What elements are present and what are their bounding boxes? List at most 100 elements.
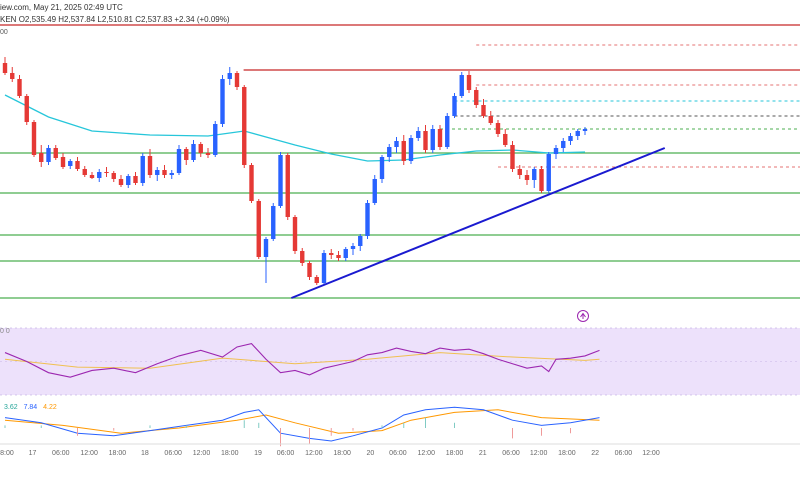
candle-body — [336, 255, 341, 258]
candle-body — [39, 153, 44, 162]
candle-body — [350, 246, 356, 249]
candle-body — [140, 156, 145, 183]
candle-body — [169, 173, 174, 175]
x-tick-label: 21 — [479, 450, 487, 457]
x-tick-label: 18:00 — [446, 450, 464, 457]
x-tick-label: 17 — [29, 450, 37, 457]
x-tick-label: 12:00 — [530, 450, 548, 457]
x-tick-label: 18:00 — [558, 450, 576, 457]
candle-body — [220, 79, 225, 124]
candle-body — [155, 170, 160, 175]
candle-body — [387, 147, 392, 157]
candle-body — [495, 123, 501, 134]
x-tick-label: 20 — [367, 450, 375, 457]
trendline-layer[interactable] — [291, 147, 666, 299]
candle-body — [17, 79, 22, 96]
candle-body — [176, 149, 182, 173]
candle-body — [60, 157, 66, 167]
candle-body — [2, 63, 8, 73]
candle-body — [358, 236, 363, 246]
candle-body — [82, 169, 87, 175]
x-tick-label: 12:00 — [193, 450, 211, 457]
rsi-pane — [0, 327, 800, 396]
sma-layer — [4, 94, 586, 162]
rsi-line — [4, 343, 600, 378]
candle-body — [445, 116, 450, 147]
candle-body — [46, 148, 51, 162]
alert-icon[interactable] — [577, 310, 589, 322]
candle-body — [10, 73, 15, 79]
candle-body — [408, 138, 414, 161]
candle-body — [423, 131, 428, 150]
candle-body — [213, 124, 218, 155]
candle-body — [524, 175, 530, 180]
x-tick-label: 06:00 — [277, 450, 295, 457]
candle-body — [53, 148, 58, 158]
candle-body — [343, 249, 348, 258]
macd-signal-value: 4.22 — [43, 404, 57, 411]
candle-body — [191, 144, 196, 160]
candle-body — [488, 116, 493, 123]
candle-body — [307, 263, 312, 277]
x-tick-label: 06:00 — [164, 450, 182, 457]
x-tick-label: 18:00 — [221, 450, 239, 457]
candle-body — [466, 75, 472, 90]
candle-body — [278, 155, 283, 206]
x-tick-label: 06:00 — [389, 450, 407, 457]
macd-signal-line — [4, 409, 600, 434]
candle-body — [184, 149, 189, 160]
candle-body — [256, 201, 261, 257]
time-axis: 18:00 17 06:00 12:00 18:00 18 06:00 12:00 18:00 1… — [0, 443, 800, 457]
candle-body — [575, 131, 580, 136]
x-tick-label: 12:00 — [417, 450, 435, 457]
candle-body — [75, 161, 80, 169]
macd-line — [4, 406, 600, 442]
candlestick-series[interactable] — [2, 57, 588, 285]
macd-legend: 3.62 7.84 4.22 — [4, 404, 61, 411]
candle-body — [263, 239, 269, 257]
candle-body — [300, 251, 305, 263]
candle-body — [553, 148, 559, 154]
candle-body — [89, 175, 95, 178]
macd-pane — [4, 406, 600, 447]
candle-body — [394, 141, 399, 147]
macd-hist-value: 3.62 — [4, 404, 18, 411]
candle-body — [285, 155, 290, 217]
x-tick-label: 12:00 — [642, 450, 660, 457]
candle-body — [126, 176, 131, 185]
x-tick-label: 12:00 — [305, 450, 323, 457]
candle-body — [503, 134, 508, 145]
ohlc-values: O2,535.49 H2,537.84 L2,510.81 C2,537.83 … — [18, 15, 230, 24]
candle-body — [292, 217, 298, 251]
candle-body — [430, 129, 435, 150]
candle-body — [104, 172, 109, 173]
x-tick-label: 06:00 — [615, 450, 633, 457]
candle-body — [97, 172, 102, 178]
candle-body — [321, 253, 327, 283]
source-text: iew.com, May 21, 2025 02:49 UTC — [0, 3, 123, 12]
x-tick-label: 18:00 — [333, 450, 351, 457]
candle-body — [24, 96, 29, 122]
sma-line — [4, 94, 586, 162]
candle-body — [459, 75, 464, 96]
horizontal-levels — [0, 24, 800, 299]
candle-body — [205, 153, 211, 155]
candle-body — [517, 169, 522, 175]
candle-body — [271, 206, 276, 239]
candle-body — [474, 90, 479, 105]
candle-body — [147, 156, 153, 175]
sub-indicator-fragment: 00 — [0, 29, 8, 36]
symbol-fragment: KEN — [0, 15, 17, 24]
candle-body — [111, 173, 116, 179]
ohlc-row: KEN O2,535.49 H2,537.84 L2,510.81 C2,537… — [0, 15, 230, 24]
candle-body — [227, 73, 232, 79]
candle-body — [437, 129, 443, 147]
x-tick-label: 22 — [591, 450, 599, 457]
candle-body — [546, 154, 551, 191]
chart-header: iew.com, May 21, 2025 02:49 UTC — [0, 3, 123, 12]
candle-body — [242, 87, 247, 165]
candle-body — [329, 253, 334, 255]
candle-body — [68, 161, 73, 166]
candle-body — [234, 73, 240, 87]
